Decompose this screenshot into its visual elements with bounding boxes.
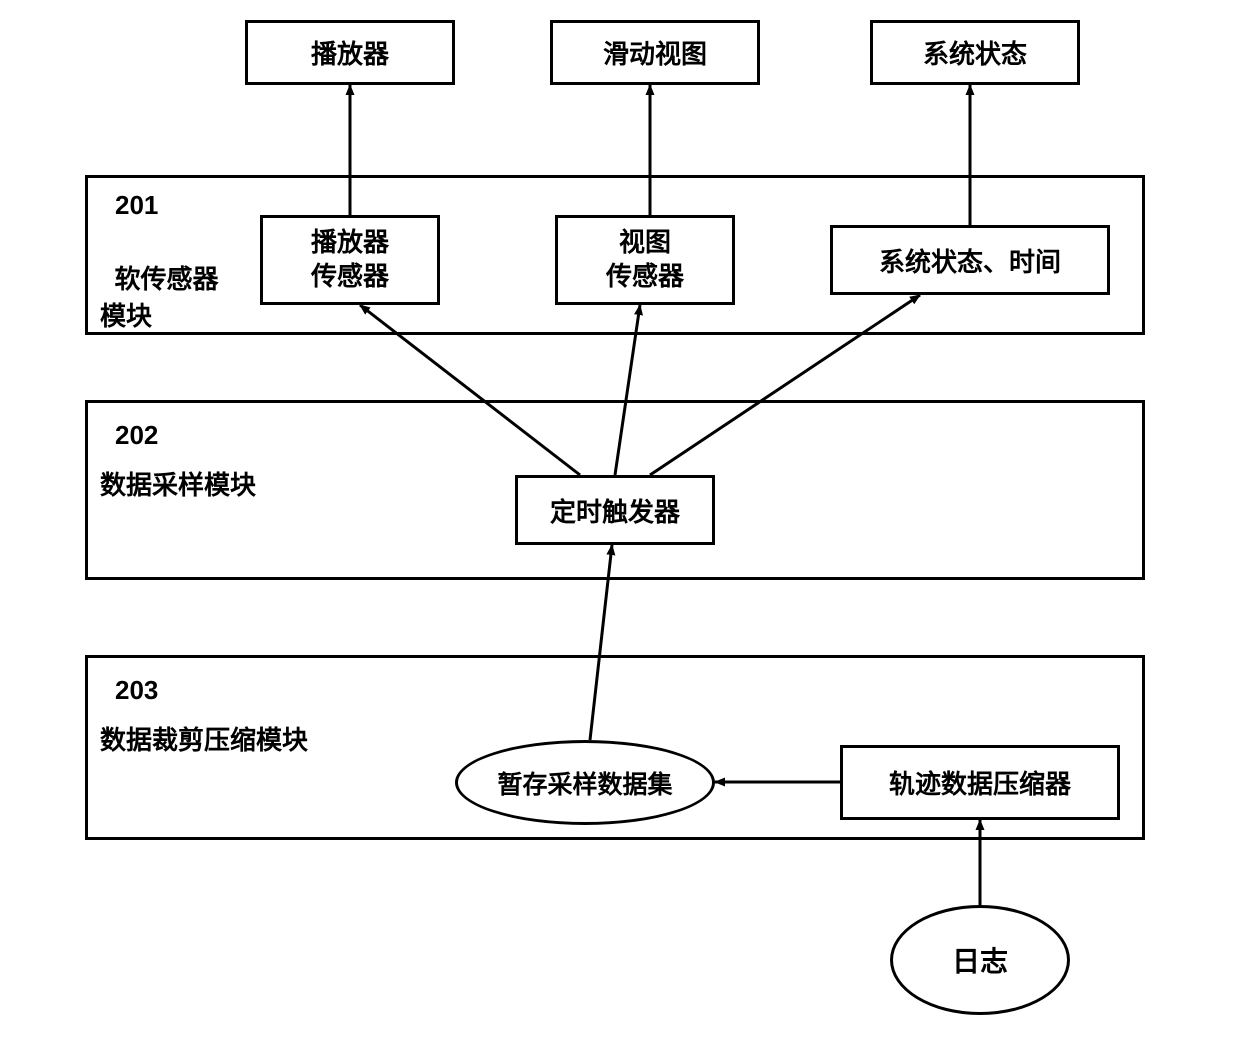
module-203-title: 数据裁剪压缩模块 xyxy=(100,720,308,757)
node-view-sensor-label: 视图 传感器 xyxy=(606,226,684,294)
node-player-sensor: 播放器 传感器 xyxy=(260,215,440,305)
node-track-compressor-label: 轨迹数据压缩器 xyxy=(889,764,1071,801)
node-player: 播放器 xyxy=(245,20,455,85)
node-slide-view: 滑动视图 xyxy=(550,20,760,85)
node-system-state: 系统状态 xyxy=(870,20,1080,85)
node-log-label: 日志 xyxy=(952,940,1008,980)
module-202-number: 202 xyxy=(115,420,158,451)
module-201-title: 软传感器 模块 xyxy=(100,225,218,334)
node-temp-dataset: 暂存采样数据集 xyxy=(455,740,715,825)
node-temp-dataset-label: 暂存采样数据集 xyxy=(497,765,672,801)
module-202-title: 数据采样模块 xyxy=(100,465,256,502)
node-log: 日志 xyxy=(890,905,1070,1015)
module-203-number: 203 xyxy=(115,675,158,706)
node-slide-view-label: 滑动视图 xyxy=(603,34,707,71)
node-timer-trigger: 定时触发器 xyxy=(515,475,715,545)
module-201-number: 201 xyxy=(115,190,158,221)
node-sysstate-time: 系统状态、时间 xyxy=(830,225,1110,295)
node-view-sensor: 视图 传感器 xyxy=(555,215,735,305)
node-system-state-label: 系统状态 xyxy=(923,34,1027,71)
node-player-sensor-label: 播放器 传感器 xyxy=(311,226,389,294)
node-timer-trigger-label: 定时触发器 xyxy=(550,492,680,529)
node-track-compressor: 轨迹数据压缩器 xyxy=(840,745,1120,820)
node-player-label: 播放器 xyxy=(311,34,389,71)
node-sysstate-time-label: 系统状态、时间 xyxy=(879,242,1061,279)
